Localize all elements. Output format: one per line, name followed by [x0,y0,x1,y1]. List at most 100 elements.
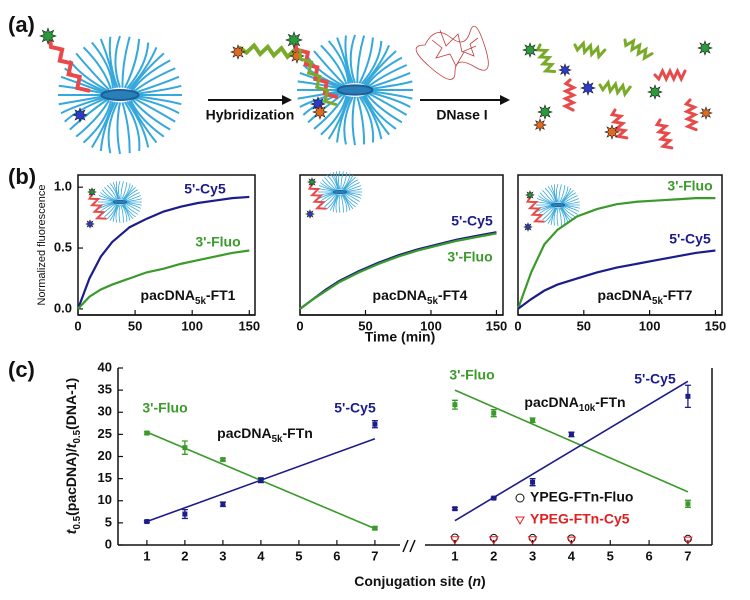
dye-icon [580,80,596,96]
x-tick-label: 2 [490,548,497,563]
polymer-strand [128,100,158,144]
dye-icon [537,104,553,120]
sample-label-part: pacDNA [598,287,652,303]
polymer-strand [120,204,124,223]
polymer-strand [536,205,553,212]
polymer-strand [369,90,413,100]
legend-marker [515,493,525,503]
polymer-strand [340,194,344,213]
polymer-strand [368,91,411,108]
data-point [450,536,460,545]
dye-icon [72,107,88,123]
series-label: 3'-Fluo [667,178,712,194]
step-label: DNase I [436,107,487,123]
polymer-strand [563,205,580,209]
micelle-core [100,89,140,101]
sample-label-part: -FTn [595,394,625,410]
panel-label: (a) [8,12,35,37]
sample-label-part: 5k [652,296,663,307]
dye-icon [604,124,620,140]
polymer-strand [343,96,354,145]
polymer-strand [123,101,141,152]
break-mark [402,539,416,553]
x-tick-label: 50 [358,318,372,333]
polymer-strand [559,207,566,225]
dna-strand [525,196,545,223]
y-tick-label: 25 [98,426,112,441]
polymer-strand [91,101,114,149]
y-tick-label: 0.5 [54,239,72,254]
polymer-strand [358,37,374,84]
x-tick-label: 2 [181,548,188,563]
polymer-strand [69,98,109,131]
polymer-strand [336,37,352,84]
sample-label-part: 5k [195,296,206,307]
polymer-strand [82,100,112,144]
x-tick-label: 0 [296,318,303,333]
polymer-strand [561,189,574,204]
data-point [683,536,693,546]
enzyme-icon [415,25,489,80]
polymer-strand [365,56,403,87]
polymer-strand [562,206,577,218]
polymer-strand [368,72,411,89]
dna-strand [87,193,107,220]
polymer-strand [75,52,110,91]
sample-label-part: -FT1 [206,287,236,303]
y-axis-label: Normalized fluorescence [36,184,48,305]
x-tick-label: 1 [143,548,150,563]
polymer-strand [133,97,176,123]
sample-label: pacDNA10k-FTn [524,394,625,414]
polymer-strand [108,36,119,89]
x-tick-label: 7 [371,548,378,563]
polymer-strand [100,192,116,202]
polymer-strand [327,40,350,84]
polymer-strand [99,38,117,89]
series-label: 5'-Cy5 [184,181,226,197]
x-axis-label: Time (min) [365,329,436,345]
polymer-strand [121,36,131,88]
polymer-strand [329,173,338,190]
data-point [568,431,574,437]
x-tick-label: 5 [607,548,614,563]
x-tick-label: 50 [128,318,142,333]
polymer-strand [563,198,580,205]
sample-label-part: 10k [579,403,596,414]
polymer-strand [553,207,558,226]
x-tick-label: 6 [645,548,652,563]
polymer-strand [536,198,553,205]
x-tick-label: 0 [74,318,81,333]
series-label: 3'-Fluo [447,249,492,265]
dye-icon [523,222,533,232]
polymer-strand [555,183,559,203]
dna-strand [535,43,557,74]
y-tick-label: 20 [98,448,112,463]
micelle-core [551,202,566,208]
polymer-strand [342,174,354,191]
polymer-strand [130,52,165,91]
polymer-strand [313,50,346,86]
y-tick-label: 40 [98,359,112,374]
polymer-strand [341,172,348,190]
polymer-strand [562,192,576,204]
polymer-strand [297,90,341,100]
data-point [372,421,378,427]
x-tick-label: 4 [568,548,576,563]
polymer-strand [560,187,572,204]
polymer-strand [358,96,375,143]
polymer-strand [367,92,408,116]
polymer-strand [75,99,110,138]
x-axis-label: Conjugation site (n) [354,573,485,589]
polymer-strand [98,195,115,202]
polymer-strand [344,182,360,192]
micelle-icon [98,180,142,223]
y-axis-label: t0.5(pacDNA)/t0.5(DNA-1) [63,378,83,534]
micelle-core [336,84,374,96]
y-tick-label: 15 [98,470,112,485]
polymer-strand [98,202,115,209]
polymer-strand [107,101,119,154]
fit-line [454,389,689,493]
sample-label-part: pacDNA [141,287,195,303]
x-tick-label: 150 [486,318,508,333]
data-point [258,477,264,483]
